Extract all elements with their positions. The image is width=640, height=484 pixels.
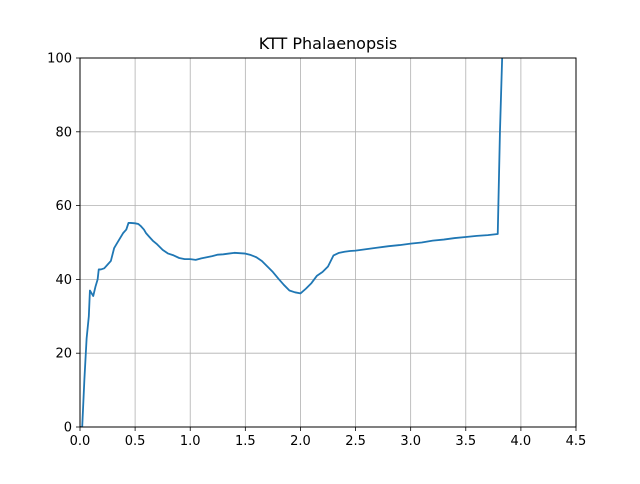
x-tick-label: 1.5 [235,434,256,449]
y-tick-label: 40 [55,273,72,288]
plot-frame [79,57,577,428]
y-tick-label: 0 [64,421,72,436]
y-tick-label: 60 [55,199,72,214]
chart-title: KTT Phalaenopsis [259,34,398,53]
y-tick-label: 20 [55,347,72,362]
x-tick-label: 0.5 [125,434,146,449]
x-tick-label: 2.5 [345,434,366,449]
x-tick-label: 3.5 [455,434,476,449]
data-series-line [80,58,504,427]
x-tick-label: 4.0 [511,434,532,449]
axis-ticks: 0.0 0.5 1.0 1.5 2.0 2.5 3.0 3.5 4.0 4.5 0 20 40 60 80 1… [47,52,586,450]
x-tick-label: 0.0 [70,434,91,449]
x-tick-label: 2.0 [290,434,311,449]
y-tick-label: 80 [55,125,72,140]
x-tick-label: 3.0 [400,434,421,449]
plot-data [80,58,504,427]
x-tick-label: 1.0 [180,434,201,449]
y-tick-label: 100 [47,52,72,67]
x-tick-label: 4.5 [566,434,587,449]
